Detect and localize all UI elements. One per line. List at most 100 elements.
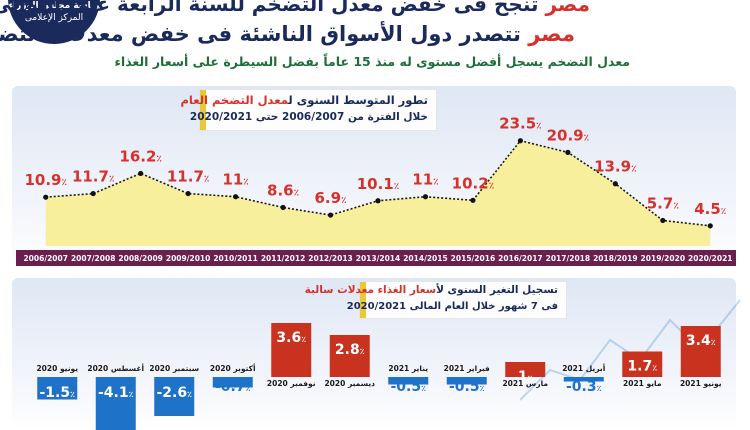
inflation-year-label: 2009/2010 [166, 254, 211, 263]
logo-line2: المركز الإعلامى [24, 13, 84, 23]
inflation-value-label: 20.9٪ [547, 126, 590, 144]
inflation-year-label: 2011/2012 [261, 254, 306, 263]
food-value-label: 3.4٪ [686, 333, 716, 349]
inflation-point [707, 223, 713, 229]
percent-unit: ٪ [109, 175, 115, 185]
food-value-label: -0.5٪ [449, 379, 485, 395]
inflation-value-label: 16.2٪ [119, 147, 162, 165]
percent-unit: ٪ [70, 390, 75, 399]
food-value-label: -0.5٪ [390, 379, 426, 395]
food-value-label: 1.7٪ [627, 359, 657, 375]
percent-unit: ٪ [711, 338, 716, 347]
percent-unit: ٪ [652, 364, 657, 373]
inflation-value-label: 4.5٪ [694, 200, 726, 218]
logo-line1: رئاسة مجلس الوزراء [8, 1, 100, 11]
inflation-value-label: 11.7٪ [72, 168, 115, 186]
percent-unit: ٪ [294, 188, 300, 198]
inflation-value-label: 10.1٪ [357, 175, 400, 193]
positive-bar [680, 326, 721, 377]
inflation-point [327, 212, 334, 218]
inflation-year-label: 2012/2013 [308, 254, 353, 263]
inflation-value-label: 13.9٪ [594, 158, 637, 176]
inflation-chart-subtitle: خلال الفترة من 2006/2007 حتى 2020/2021 [189, 111, 428, 123]
inflation-year-label: 2008/2009 [118, 254, 163, 263]
page-subtitle: مصر تتصدر دول الأسواق الناشئة فى خفض معد… [0, 22, 575, 46]
inflation-value-label: 8.6٪ [267, 181, 299, 199]
food-month-label: أغسطس 2020 [87, 363, 144, 373]
food-month-label: أكتوبر 2020 [210, 363, 256, 373]
percent-unit: ٪ [394, 182, 400, 192]
percent-unit: ٪ [246, 384, 251, 393]
page-subtitle-accent: مصر [528, 22, 575, 46]
inflation-year-label: 2013/2014 [356, 254, 401, 263]
inflation-value-label: 11٪ [222, 171, 248, 189]
percent-unit: ٪ [243, 178, 249, 188]
percent-unit: ٪ [673, 201, 679, 211]
food-value-label: -0.7٪ [215, 379, 251, 395]
percent-unit: ٪ [721, 207, 727, 217]
negative-bar [388, 377, 429, 385]
food-month-label: نوفمبر 2020 [267, 379, 316, 388]
inflation-point [43, 194, 49, 200]
inflation-point [138, 170, 144, 177]
inflation-point [185, 190, 191, 197]
inflation-year-label: 2017/2018 [546, 254, 591, 263]
food-chart-title-box: تسجيل التغير السنوى لأسعار الغذاء معدلات… [305, 282, 566, 318]
food-month-label: أبريل 2021 [562, 363, 605, 373]
percent-unit: ٪ [301, 335, 306, 344]
negative-bar [563, 377, 604, 382]
percent-unit: ٪ [61, 178, 67, 188]
food-month-label: فبراير 2021 [444, 364, 490, 373]
food-month-label: يونيو 2021 [680, 379, 722, 388]
inflation-value-label: 10.9٪ [24, 171, 67, 189]
food-chart-title-rest: تسجيل التغير السنوى ل [436, 284, 558, 296]
inflation-year-label: 2014/2015 [403, 254, 448, 263]
inflation-year-label: 2015/2016 [451, 254, 496, 263]
inflation-point [90, 190, 96, 197]
inflation-year-label: 2018/2019 [593, 254, 638, 263]
percent-unit: ٪ [433, 178, 439, 188]
percent-unit: ٪ [489, 181, 495, 191]
percent-unit: ٪ [597, 384, 602, 393]
percent-unit: ٪ [341, 196, 347, 206]
food-month-label: يونيو 2020 [36, 364, 78, 373]
inflation-chart-title-box: تطور المتوسط السنوى لمعدل التضخم العام خ… [180, 90, 436, 130]
inflation-point [422, 194, 429, 200]
inflation-value-label: 10.2٪ [452, 174, 495, 192]
positive-bar [329, 335, 370, 377]
inflation-value-label: 11.7٪ [167, 168, 210, 186]
percent-unit: ٪ [156, 154, 162, 164]
inflation-year-label: 2016/2017 [498, 254, 543, 263]
inflation-chart-title-accent: معدل التضخم العام [180, 93, 289, 107]
positive-bar [505, 362, 546, 377]
percent-unit: ٪ [129, 390, 134, 399]
percent-unit: ٪ [204, 175, 210, 185]
negative-bar [37, 377, 78, 400]
inflation-year-label: 2010/2011 [213, 254, 258, 263]
inflation-point [470, 197, 476, 203]
page-title: مصر تنجح فى خفض معدل التضخم للسنة الرابع… [0, 0, 590, 16]
inflation-value-label: 11٪ [412, 171, 438, 189]
food-chart-title: تسجيل التغير السنوى لأسعار الغذاء معدلات… [305, 284, 558, 296]
percent-unit: ٪ [536, 122, 542, 132]
percent-unit: ٪ [631, 165, 637, 175]
food-value-label: -4.1٪ [98, 385, 134, 401]
negative-bar [95, 377, 136, 430]
positive-bar [271, 323, 312, 377]
page-subtitle-rest: تتصدر دول الأسواق الناشئة فى خفض معدلات … [0, 22, 521, 46]
header: رئاسة مجلس الوزراء المركز الإعلامى مصر ت… [0, 0, 750, 85]
inflation-point [517, 138, 524, 144]
food-value-label: 3.6٪ [276, 330, 306, 346]
page-title-accent: مصر [545, 0, 590, 16]
percent-unit: ٪ [187, 390, 192, 399]
food-month-label: مايو 2021 [623, 379, 662, 388]
inflation-point [565, 149, 571, 155]
inflation-point [375, 198, 381, 204]
percent-unit: ٪ [421, 384, 426, 393]
food-chart-subtitle: فى 7 شهور خلال العام المالى 2020/2021 [346, 301, 558, 312]
inflation-year-label: 2019/2020 [641, 254, 686, 263]
inflation-chart-title: تطور المتوسط السنوى لمعدل التضخم العام [180, 93, 428, 107]
page-title-rest: تنجح فى خفض معدل التضخم للسنة الرابعة عل… [0, 0, 539, 16]
